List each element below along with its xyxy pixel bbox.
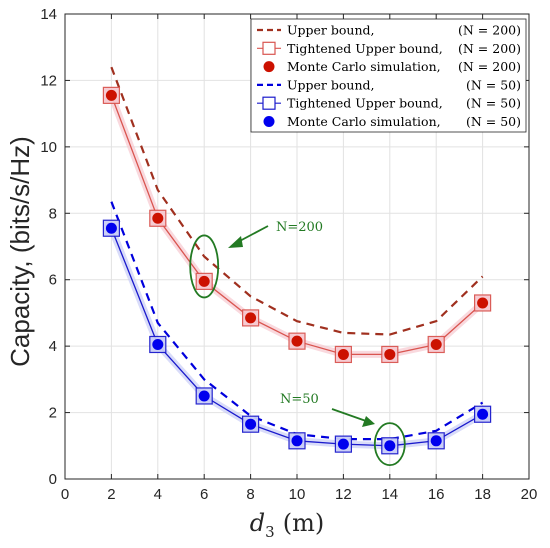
series-dot-marker bbox=[198, 390, 210, 402]
y-tick-label: 0 bbox=[49, 471, 57, 488]
x-tick-label: 4 bbox=[154, 486, 162, 503]
legend-entry-tag: (N = 50) bbox=[466, 96, 521, 111]
annotation-label-n200: N=200 bbox=[276, 220, 323, 235]
series-dot-marker bbox=[291, 335, 303, 347]
y-tick-label: 8 bbox=[49, 205, 57, 222]
legend-box bbox=[250, 18, 527, 133]
series-dot-marker bbox=[245, 418, 257, 430]
legend-entry-tag: (N = 200) bbox=[458, 41, 521, 56]
legend-entry-tag: (N = 50) bbox=[466, 77, 521, 92]
annotation-arrowhead-n200 bbox=[228, 236, 243, 248]
x-tick-label: 16 bbox=[428, 486, 445, 503]
legend-entry-tag: (N = 200) bbox=[458, 59, 521, 74]
x-tick-label: 8 bbox=[246, 486, 254, 503]
legend-entry-tag: (N = 200) bbox=[458, 23, 521, 38]
legend-entry-name: Monte Carlo simulation, bbox=[287, 114, 441, 129]
series-line-upper-bound-0 bbox=[110, 66, 484, 336]
series-dot-marker bbox=[337, 438, 349, 450]
y-tick-label: 10 bbox=[40, 139, 57, 156]
y-tick-label: 4 bbox=[49, 338, 57, 355]
x-tick-label: 12 bbox=[335, 486, 352, 503]
series-dot-marker bbox=[477, 408, 489, 420]
x-axis-label-var: d bbox=[250, 509, 265, 537]
legend-entry-tag: (N = 50) bbox=[466, 114, 521, 129]
legend-entry-name: Monte Carlo simulation, bbox=[287, 59, 441, 74]
legend-swatch-square bbox=[262, 41, 276, 55]
x-axis-label-unit: (m) bbox=[283, 509, 324, 537]
series-dot-marker bbox=[152, 212, 164, 224]
series-dot-marker bbox=[152, 338, 164, 350]
y-tick-label: 6 bbox=[49, 272, 57, 289]
series-dot-marker bbox=[337, 348, 349, 360]
legend-entry-name: Tightened Upper bound, bbox=[287, 96, 443, 111]
y-axis-label: Capacity, (bits/s/Hz) bbox=[5, 136, 35, 367]
series-dot-marker bbox=[384, 348, 396, 360]
x-tick-label: 14 bbox=[381, 486, 398, 503]
series-dot-marker bbox=[477, 297, 489, 309]
legend-entry-name: Upper bound, bbox=[287, 77, 375, 92]
x-axis-label-sub: 3 bbox=[265, 523, 275, 541]
series-dot-marker bbox=[105, 222, 117, 234]
annotation-arrowhead-n50 bbox=[362, 416, 375, 427]
series-dot-marker bbox=[430, 338, 442, 350]
x-tick-label: 18 bbox=[474, 486, 491, 503]
legend-entry-name: Tightened Upper bound, bbox=[287, 41, 443, 56]
annotation-arrow-n50 bbox=[331, 408, 367, 422]
annotation-label-n50: N=50 bbox=[280, 392, 319, 407]
annotation-ellipse-n50 bbox=[373, 422, 406, 467]
series-dot-marker bbox=[245, 312, 257, 324]
legend-swatch-dot bbox=[263, 116, 275, 127]
legend-swatch-dot bbox=[263, 61, 275, 73]
y-tick-label: 14 bbox=[40, 6, 57, 23]
annotation-ellipse-n200 bbox=[189, 234, 220, 299]
series-dot-marker bbox=[291, 435, 303, 447]
legend-swatch-square bbox=[262, 96, 276, 110]
x-tick-label: 20 bbox=[521, 486, 538, 503]
legend-entry-name: Upper bound, bbox=[287, 23, 375, 38]
x-tick-label: 2 bbox=[107, 486, 115, 503]
series-dot-marker bbox=[384, 440, 396, 452]
y-tick-label: 2 bbox=[49, 405, 57, 422]
x-tick-label: 6 bbox=[200, 486, 208, 503]
x-tick-label: 0 bbox=[61, 486, 69, 503]
series-dot-marker bbox=[430, 435, 442, 447]
y-tick-label: 12 bbox=[40, 72, 57, 89]
series-dot-marker bbox=[198, 275, 210, 287]
x-tick-label: 10 bbox=[289, 486, 306, 503]
series-dot-marker bbox=[105, 89, 117, 101]
x-axis-label: d3 (m) bbox=[250, 509, 324, 541]
